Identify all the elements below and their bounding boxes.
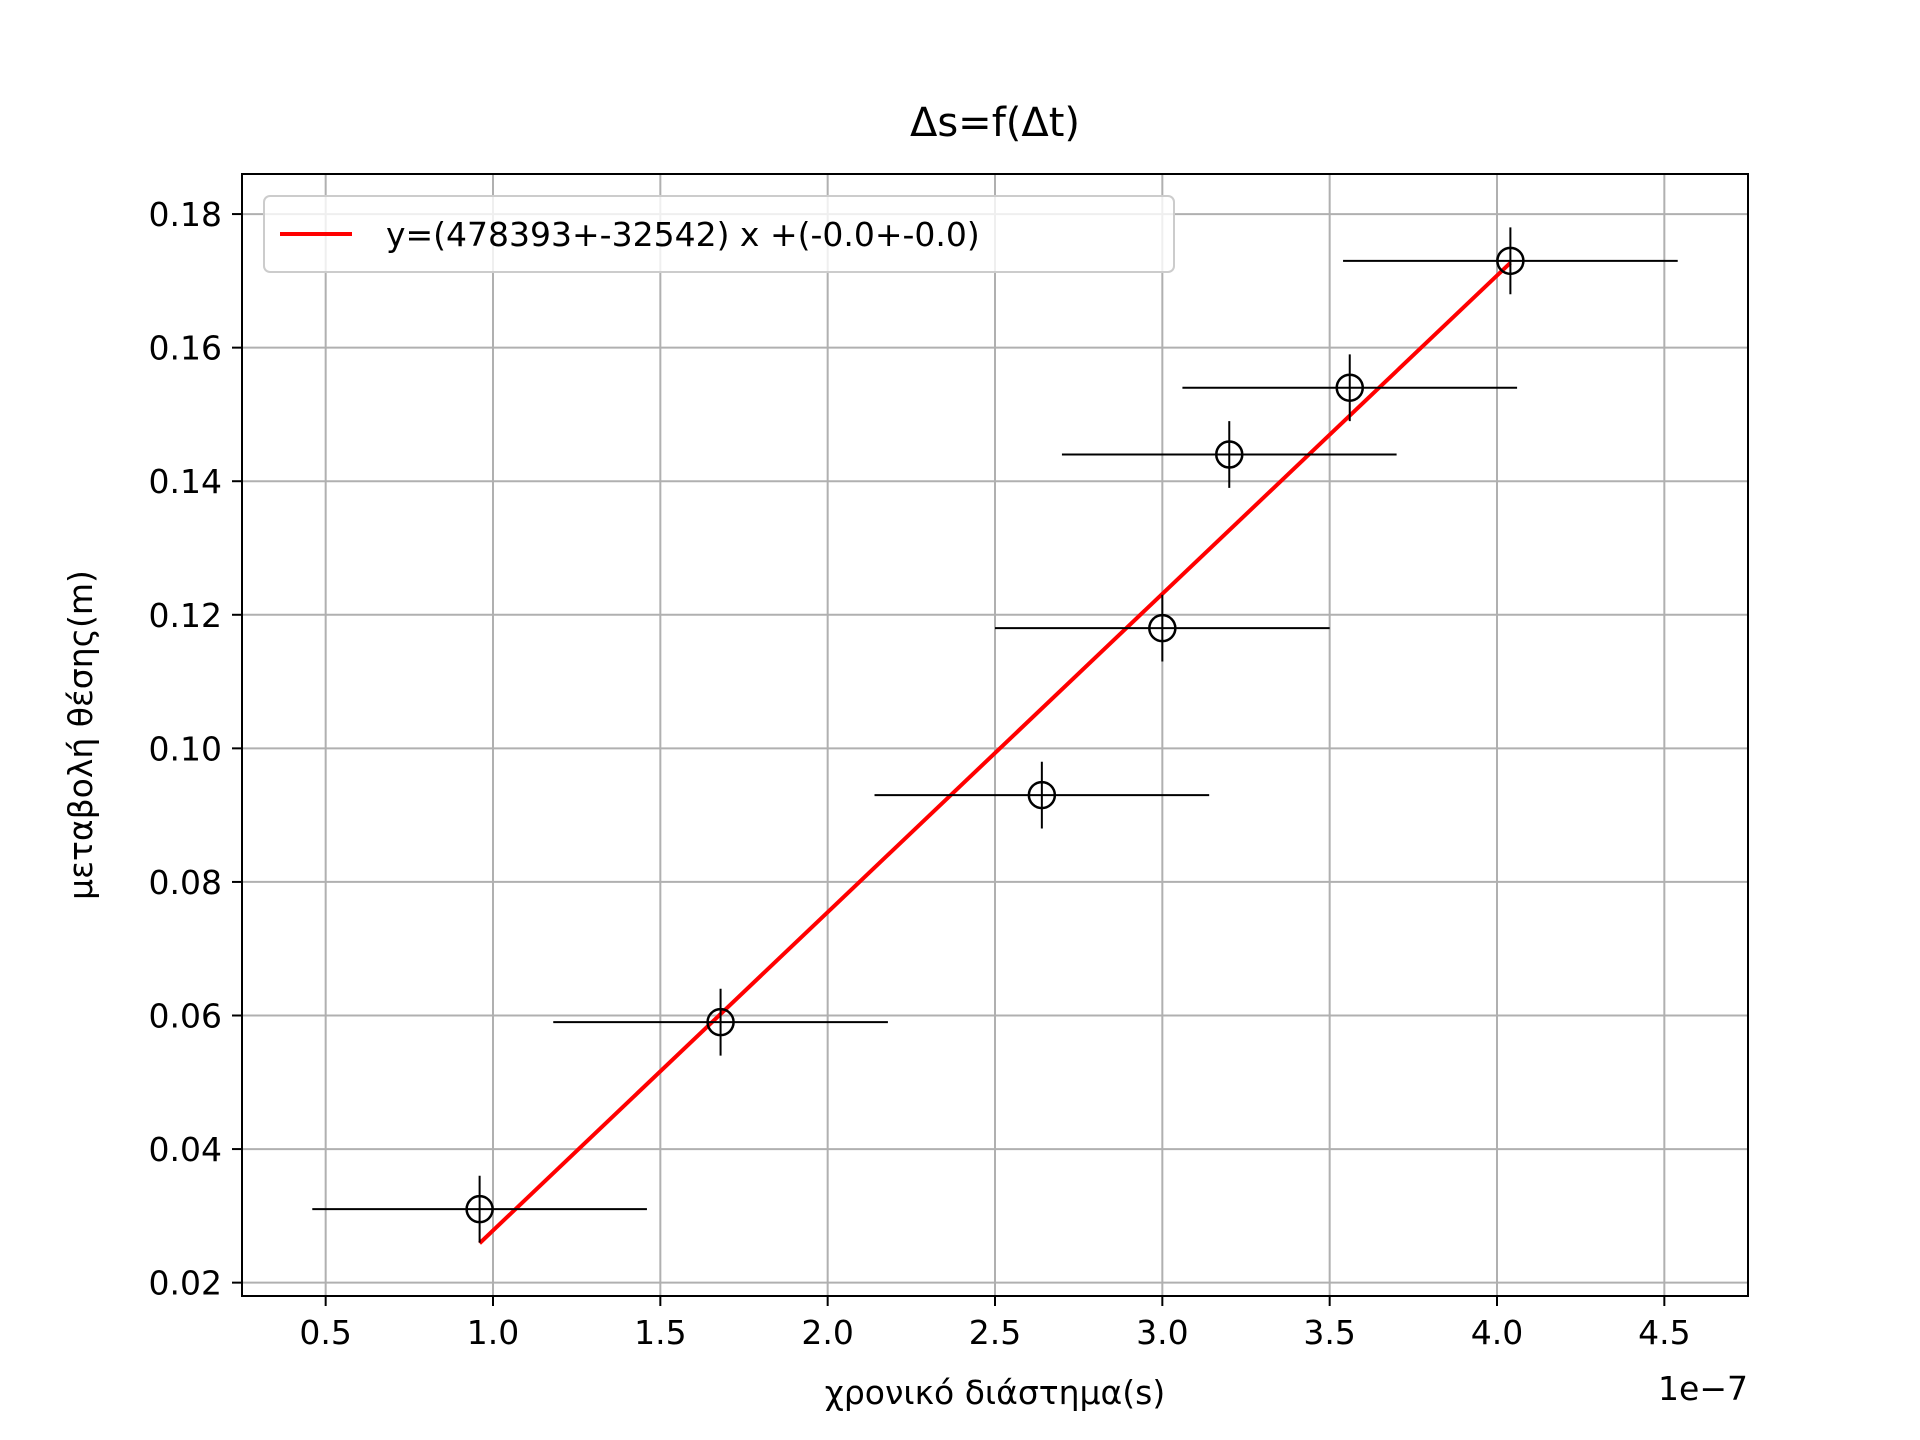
grid xyxy=(242,174,1748,1296)
point-marker xyxy=(706,1007,735,1037)
data-point xyxy=(1343,227,1678,295)
data-point xyxy=(312,1175,647,1243)
point-marker xyxy=(465,1194,494,1224)
point-marker xyxy=(1215,440,1244,469)
y-tick-label: 0.04 xyxy=(149,1130,222,1169)
x-axis-label: χρονικό διάστημα(s) xyxy=(825,1373,1165,1412)
point-marker xyxy=(1496,246,1525,276)
point-marker xyxy=(1027,780,1057,810)
x-tick-label: 3.0 xyxy=(1136,1313,1188,1352)
x-tick-label: 1.5 xyxy=(634,1313,686,1352)
x-tick-label: 3.5 xyxy=(1303,1313,1355,1352)
x-axis-offset-label: 1e−7 xyxy=(1658,1369,1748,1408)
ticks: 0.5 1.0 1.5 2.0 2.5 3.0 3.5 4.0 4.5 0.02 0.04 0.06 0… xyxy=(149,195,1691,1352)
legend-label-fit-line: y=(478393+-32542) x +(-0.0+-0.0) xyxy=(386,215,980,254)
legend: y=(478393+-32542) x +(-0.0+-0.0) xyxy=(263,195,1175,273)
data-point xyxy=(1061,421,1397,488)
y-tick-label: 0.06 xyxy=(149,997,222,1036)
y-tick-label: 0.16 xyxy=(149,329,222,368)
y-tick-label: 0.10 xyxy=(149,729,222,768)
chart-title: Δs=f(Δt) xyxy=(910,100,1080,146)
fit-line xyxy=(478,261,1512,1245)
data-point xyxy=(553,988,888,1056)
x-tick-label: 0.5 xyxy=(299,1313,351,1352)
x-tick-label: 4.5 xyxy=(1638,1313,1690,1352)
point-marker xyxy=(1335,373,1364,402)
y-tick-label: 0.18 xyxy=(149,195,222,234)
data-point xyxy=(874,761,1210,829)
data-point xyxy=(995,594,1330,662)
y-tick-label: 0.14 xyxy=(149,462,222,501)
x-tick-label: 4.0 xyxy=(1471,1313,1523,1352)
point-marker xyxy=(1148,613,1177,643)
legend-box xyxy=(263,195,1175,273)
plot-area xyxy=(312,227,1678,1245)
data-point xyxy=(1182,354,1518,422)
y-tick-label: 0.08 xyxy=(149,863,222,902)
y-axis-label: μεταβολή θέσης(m) xyxy=(61,570,100,900)
x-tick-label: 2.0 xyxy=(801,1313,853,1352)
y-tick-label: 0.02 xyxy=(149,1264,222,1303)
x-tick-label: 1.0 xyxy=(467,1313,519,1352)
y-tick-label: 0.12 xyxy=(149,596,222,635)
x-tick-label: 2.5 xyxy=(969,1313,1021,1352)
